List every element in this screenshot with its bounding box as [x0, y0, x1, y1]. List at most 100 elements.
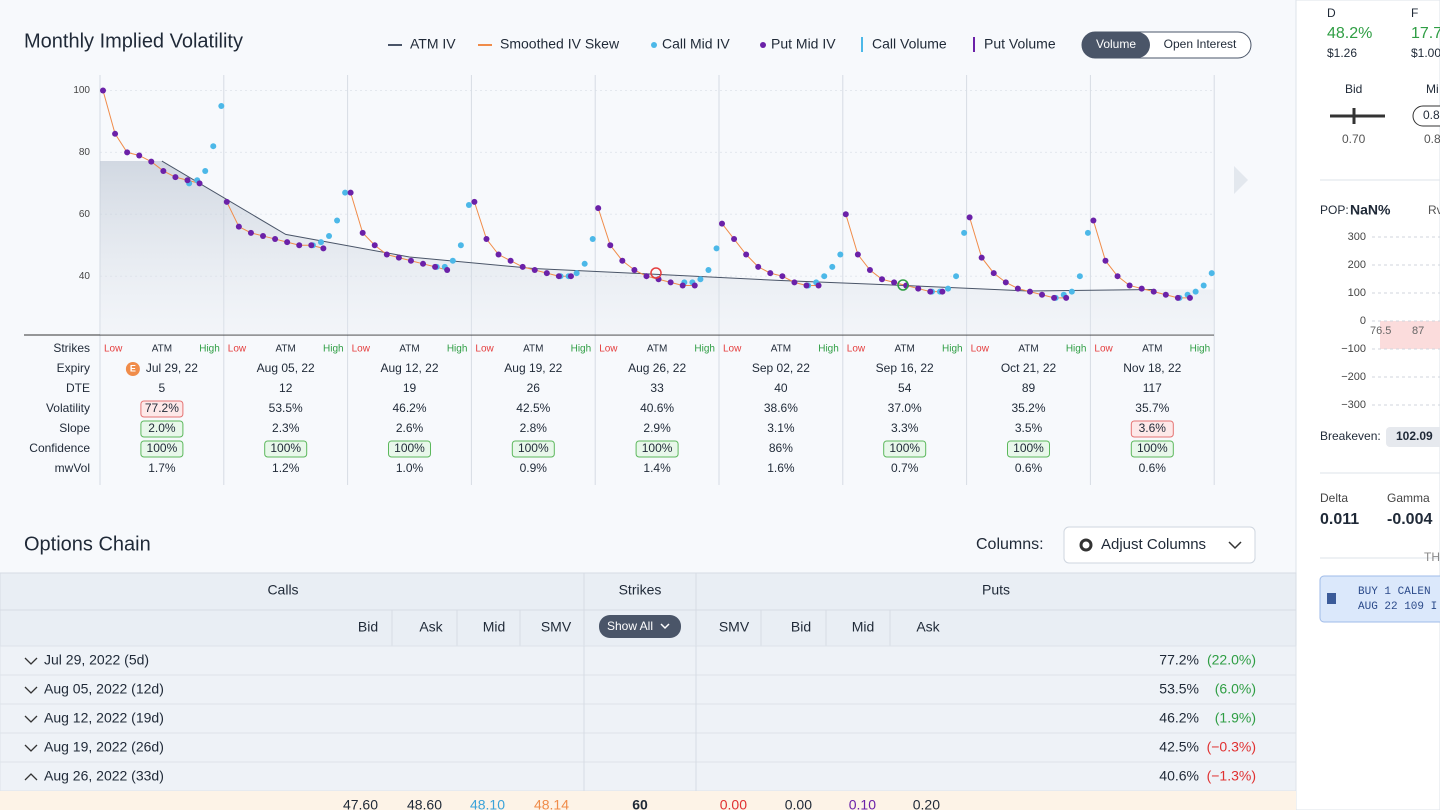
- put-dot: [939, 288, 946, 295]
- put-dot: [1039, 291, 1046, 298]
- legend-label: Smoothed IV Skew: [500, 36, 620, 52]
- toggle-active[interactable]: [1082, 32, 1150, 58]
- side-f-label: F: [1411, 6, 1418, 20]
- side-pop-value: NaN%: [1350, 202, 1391, 218]
- y-tick-label: 100: [73, 85, 90, 96]
- cell: Aug 19, 22: [504, 361, 562, 375]
- adjust-button[interactable]: [1063, 526, 1256, 564]
- row-label: Expiry: [57, 361, 90, 375]
- legend-swatch: [973, 37, 975, 52]
- mid-pill[interactable]: [1412, 105, 1440, 127]
- put-dot: [247, 229, 254, 236]
- expiry-label[interactable]: Aug 19, 2022 (26d): [44, 739, 164, 755]
- expiry-label[interactable]: Aug 05, 2022 (12d): [44, 681, 164, 697]
- put-dot: [531, 267, 538, 273]
- show-all-label[interactable]: Show All: [607, 619, 653, 633]
- col-header: Ask: [916, 619, 940, 635]
- put-dot: [308, 242, 315, 249]
- expiry-label[interactable]: Aug 12, 2022 (19d): [44, 710, 164, 726]
- call-dot: [829, 263, 836, 270]
- call-dot: [1192, 288, 1199, 295]
- side-order-2: AUG 22 109 I: [1358, 601, 1437, 613]
- cell: 54: [898, 381, 912, 395]
- toggle-option[interactable]: Volume: [1096, 37, 1136, 51]
- strike-low: Low: [1094, 344, 1113, 355]
- col-header: Ask: [419, 619, 443, 635]
- call-cell: 47.60: [343, 797, 378, 810]
- strike-high: High: [1190, 344, 1211, 355]
- put-dot: [407, 257, 414, 264]
- toggle-option[interactable]: Open Interest: [1164, 37, 1237, 51]
- row-iv: 42.5%: [1159, 739, 1199, 755]
- put-dot: [483, 236, 490, 243]
- group-row[interactable]: [0, 674, 1297, 705]
- put-dot: [420, 260, 427, 267]
- put-dot: [160, 167, 167, 174]
- strike-cell: 60: [632, 797, 648, 810]
- cell: 19: [403, 381, 417, 395]
- put-dot: [124, 149, 131, 156]
- cell: 100%: [394, 441, 425, 455]
- side-d-value: 48.2%: [1327, 25, 1372, 42]
- strike-low: Low: [228, 344, 247, 355]
- legend-label: ATM IV: [410, 36, 456, 52]
- call-dot: [589, 236, 596, 243]
- put-dot: [731, 236, 738, 243]
- cell-box: [635, 440, 679, 458]
- put-dot: [667, 279, 674, 286]
- group-row[interactable]: [0, 703, 1297, 734]
- group-header: Calls: [267, 582, 298, 598]
- order-box[interactable]: [1319, 575, 1440, 623]
- put-dot: [719, 220, 725, 227]
- call-cell: 48.60: [407, 797, 442, 810]
- call-dot: [317, 239, 324, 246]
- put-dot: [555, 273, 562, 280]
- cell-box: [140, 440, 184, 458]
- put-dot: [296, 242, 303, 249]
- put-dot: [444, 267, 451, 273]
- cell-box: [1130, 440, 1174, 458]
- group-row[interactable]: [0, 645, 1297, 676]
- cell: 40.6%: [640, 401, 674, 415]
- next-arrow[interactable]: [1234, 166, 1248, 194]
- legend-label: Call Volume: [872, 36, 947, 52]
- strike-high: High: [199, 344, 220, 355]
- col-header: Mid: [852, 619, 875, 635]
- put-dot: [1114, 273, 1121, 280]
- call-dot: [713, 245, 720, 252]
- group-row[interactable]: [0, 732, 1297, 763]
- call-cell: 48.14: [534, 797, 569, 810]
- cell: 0.9%: [520, 461, 548, 475]
- col-header: SMV: [719, 619, 750, 635]
- legend-swatch: [861, 37, 863, 52]
- cell: 100%: [147, 441, 178, 455]
- cell: 5: [159, 381, 166, 395]
- side-mid-value: 0.8: [1424, 132, 1440, 146]
- show-all[interactable]: [599, 615, 681, 638]
- put-dot: [854, 251, 861, 258]
- cell: 1.4%: [643, 461, 671, 475]
- cell: 46.2%: [392, 401, 426, 415]
- expiry-label[interactable]: Aug 26, 2022 (33d): [44, 768, 164, 784]
- put-cell: 0.10: [849, 797, 876, 810]
- side-order-1: BUY 1 CALEN: [1358, 586, 1431, 598]
- side-rv: Rv: [1428, 203, 1440, 217]
- put-dot: [507, 257, 514, 264]
- button-label[interactable]: Adjust Columns: [1101, 536, 1206, 553]
- strike-low: Low: [847, 344, 866, 355]
- y-tick-label: 80: [79, 147, 91, 158]
- call-dot: [1076, 273, 1083, 280]
- call-dot: [945, 285, 952, 292]
- strike-atm: ATM: [276, 344, 296, 355]
- group-row[interactable]: [0, 761, 1297, 792]
- call-dot: [334, 217, 341, 224]
- cell: 53.5%: [269, 401, 303, 415]
- chevron: [1228, 541, 1242, 550]
- legend-swatch: [651, 42, 657, 48]
- cell: 1.7%: [148, 461, 176, 475]
- strike-atm: ATM: [647, 344, 667, 355]
- side-delta: 0.011: [1320, 511, 1359, 528]
- put-dot: [543, 270, 550, 277]
- expiry-label[interactable]: Jul 29, 2022 (5d): [44, 652, 149, 668]
- row-iv: 46.2%: [1159, 710, 1199, 726]
